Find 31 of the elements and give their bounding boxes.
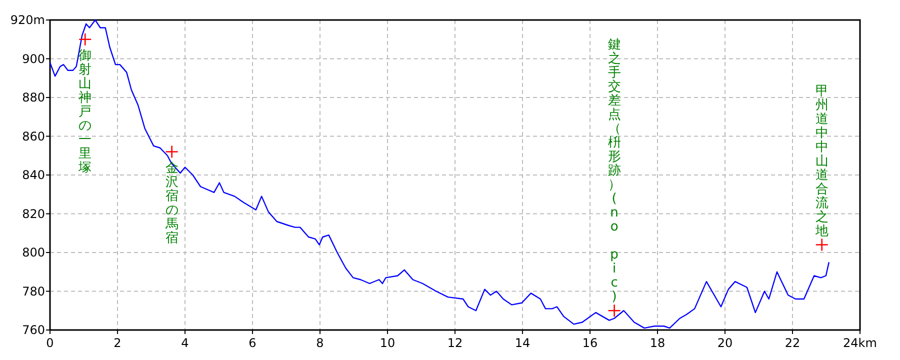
x-tick-label: 2 — [114, 336, 122, 350]
y-tick-label: 800 — [22, 246, 45, 260]
y-tick-label: 900 — [22, 52, 45, 66]
x-tick-label: 6 — [248, 336, 256, 350]
text: 御射山神戸の一里塚 — [78, 48, 92, 176]
point — [165, 145, 178, 158]
y-tick-label: 860 — [22, 129, 45, 144]
point — [78, 32, 92, 46]
x-tick-label: 10 — [380, 336, 396, 350]
x-tick-label: 14 — [514, 336, 530, 350]
x-tick-label: 4 — [181, 336, 189, 350]
x-tick-label: 24km — [843, 336, 877, 350]
y-tick-label: 760 — [22, 323, 45, 337]
annotation: 金沢宿の馬宿 — [164, 160, 178, 246]
y-tick-label: 780 — [22, 284, 45, 298]
y-tick-label: 880 — [22, 90, 45, 104]
x-tick-label: 18 — [650, 336, 666, 350]
x-tick-label: 8 — [316, 336, 324, 350]
line-series — [49, 19, 830, 329]
point — [608, 304, 621, 318]
point — [815, 238, 829, 252]
text: 甲州道中中山道合流之地 — [815, 84, 828, 239]
x-tick-label: 22 — [784, 336, 800, 350]
x-tick-label: 20 — [717, 336, 733, 350]
x-tick-label: 12 — [447, 336, 463, 350]
y-tick-label: 920m — [10, 13, 45, 27]
text: 鍵之手交差点（枡形跡）(no pic) — [608, 38, 621, 305]
y-tick-label: 840 — [22, 168, 45, 182]
y-tick-label: 820 — [22, 206, 45, 221]
x-tick-label: 16 — [582, 336, 598, 350]
x-tick-label: 0 — [46, 336, 54, 350]
